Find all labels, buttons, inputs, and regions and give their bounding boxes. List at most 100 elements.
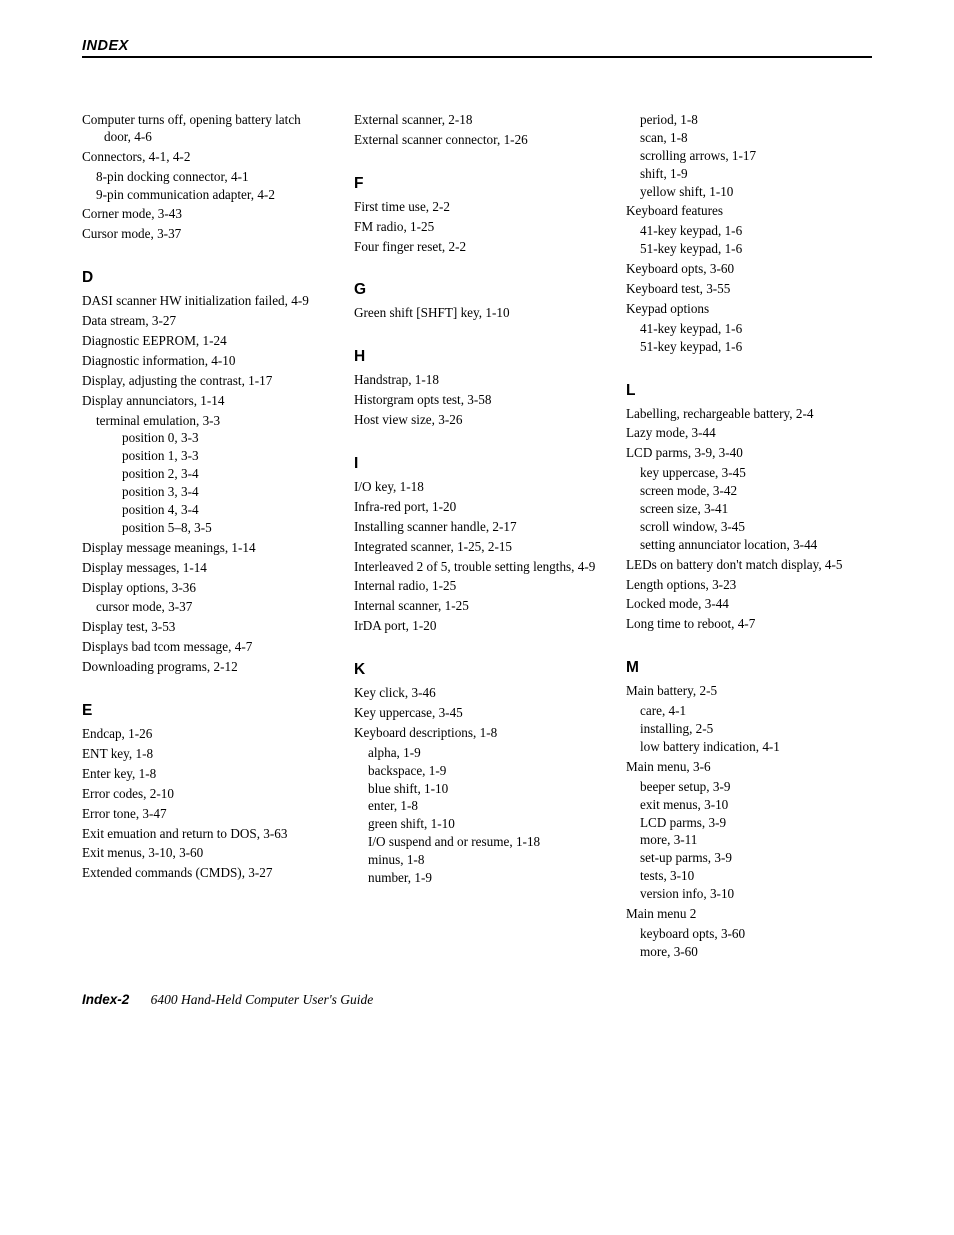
index-letter-heading: M bbox=[626, 659, 872, 677]
index-entry: low battery indication, 4-1 bbox=[626, 739, 872, 756]
index-entry: Handstrap, 1-18 bbox=[354, 372, 600, 389]
index-entry: backspace, 1-9 bbox=[354, 763, 600, 780]
index-entry: First time use, 2-2 bbox=[354, 199, 600, 216]
index-columns: Computer turns off, opening battery latc… bbox=[82, 112, 872, 962]
index-entry: Keyboard opts, 3-60 bbox=[626, 261, 872, 278]
index-entry: position 0, 3-3 bbox=[82, 430, 328, 447]
index-entry: Long time to reboot, 4-7 bbox=[626, 616, 872, 633]
index-entry: LCD parms, 3-9 bbox=[626, 815, 872, 832]
index-entry: more, 3-60 bbox=[626, 944, 872, 961]
index-entry: Endcap, 1-26 bbox=[82, 726, 328, 743]
index-entry: scan, 1-8 bbox=[626, 130, 872, 147]
index-entry: Internal radio, 1-25 bbox=[354, 578, 600, 595]
index-entry: yellow shift, 1-10 bbox=[626, 184, 872, 201]
index-entry: Computer turns off, opening battery latc… bbox=[82, 112, 328, 146]
index-entry: Display annunciators, 1-14 bbox=[82, 393, 328, 410]
index-letter-heading: K bbox=[354, 661, 600, 679]
index-entry: installing, 2-5 bbox=[626, 721, 872, 738]
index-entry: period, 1-8 bbox=[626, 112, 872, 129]
index-entry: Four finger reset, 2-2 bbox=[354, 239, 600, 256]
index-entry: Keyboard test, 3-55 bbox=[626, 281, 872, 298]
footer-page-number: Index-2 bbox=[82, 992, 129, 1007]
index-entry: Historgram opts test, 3-58 bbox=[354, 392, 600, 409]
index-entry: minus, 1-8 bbox=[354, 852, 600, 869]
index-entry: position 3, 3-4 bbox=[82, 484, 328, 501]
index-entry: Keyboard features bbox=[626, 203, 872, 220]
index-entry: 9-pin communication adapter, 4-2 bbox=[82, 187, 328, 204]
index-entry: Exit menus, 3-10, 3-60 bbox=[82, 845, 328, 862]
index-letter-heading: I bbox=[354, 455, 600, 473]
index-entry: Cursor mode, 3-37 bbox=[82, 226, 328, 243]
index-entry: I/O key, 1-18 bbox=[354, 479, 600, 496]
index-entry: Keyboard descriptions, 1-8 bbox=[354, 725, 600, 742]
index-letter-heading: F bbox=[354, 175, 600, 193]
index-entry: enter, 1-8 bbox=[354, 798, 600, 815]
index-entry: Display test, 3-53 bbox=[82, 619, 328, 636]
index-entry: green shift, 1-10 bbox=[354, 816, 600, 833]
index-entry: Length options, 3-23 bbox=[626, 577, 872, 594]
index-entry: Main battery, 2-5 bbox=[626, 683, 872, 700]
index-entry: Corner mode, 3-43 bbox=[82, 206, 328, 223]
index-entry: Installing scanner handle, 2-17 bbox=[354, 519, 600, 536]
index-entry: Display messages, 1-14 bbox=[82, 560, 328, 577]
index-entry: keyboard opts, 3-60 bbox=[626, 926, 872, 943]
index-entry: External scanner, 2-18 bbox=[354, 112, 600, 129]
index-entry: Downloading programs, 2-12 bbox=[82, 659, 328, 676]
index-entry: Key click, 3-46 bbox=[354, 685, 600, 702]
index-entry: Locked mode, 3-44 bbox=[626, 596, 872, 613]
index-entry: scroll window, 3-45 bbox=[626, 519, 872, 536]
index-entry: External scanner connector, 1-26 bbox=[354, 132, 600, 149]
index-entry: Exit emuation and return to DOS, 3-63 bbox=[82, 826, 328, 843]
index-entry: position 5–8, 3-5 bbox=[82, 520, 328, 537]
index-entry: Key uppercase, 3-45 bbox=[354, 705, 600, 722]
index-entry: Connectors, 4-1, 4-2 bbox=[82, 149, 328, 166]
index-entry: Diagnostic EEPROM, 1-24 bbox=[82, 333, 328, 350]
index-entry: 41-key keypad, 1-6 bbox=[626, 223, 872, 240]
index-entry: Green shift [SHFT] key, 1-10 bbox=[354, 305, 600, 322]
index-entry: Error codes, 2-10 bbox=[82, 786, 328, 803]
index-entry: screen size, 3-41 bbox=[626, 501, 872, 518]
header-title: INDEX bbox=[82, 38, 872, 54]
index-entry: Main menu, 3-6 bbox=[626, 759, 872, 776]
index-entry: DASI scanner HW initialization failed, 4… bbox=[82, 293, 328, 310]
index-entry: 8-pin docking connector, 4-1 bbox=[82, 169, 328, 186]
index-entry: Display options, 3-36 bbox=[82, 580, 328, 597]
index-entry: key uppercase, 3-45 bbox=[626, 465, 872, 482]
index-entry: Diagnostic information, 4-10 bbox=[82, 353, 328, 370]
index-entry: Labelling, rechargeable battery, 2-4 bbox=[626, 406, 872, 423]
index-entry: Infra-red port, 1-20 bbox=[354, 499, 600, 516]
index-entry: Keypad options bbox=[626, 301, 872, 318]
index-entry: blue shift, 1-10 bbox=[354, 781, 600, 798]
page-footer: Index-2 6400 Hand-Held Computer User's G… bbox=[82, 992, 872, 1008]
index-entry: cursor mode, 3-37 bbox=[82, 599, 328, 616]
index-entry: Data stream, 3-27 bbox=[82, 313, 328, 330]
index-column-3: period, 1-8scan, 1-8scrolling arrows, 1-… bbox=[626, 112, 872, 962]
index-entry: alpha, 1-9 bbox=[354, 745, 600, 762]
index-entry: LEDs on battery don't match display, 4-5 bbox=[626, 557, 872, 574]
index-entry: position 2, 3-4 bbox=[82, 466, 328, 483]
index-entry: screen mode, 3-42 bbox=[626, 483, 872, 500]
index-entry: Integrated scanner, 1-25, 2-15 bbox=[354, 539, 600, 556]
index-entry: Lazy mode, 3-44 bbox=[626, 425, 872, 442]
index-entry: shift, 1-9 bbox=[626, 166, 872, 183]
index-entry: LCD parms, 3-9, 3-40 bbox=[626, 445, 872, 462]
index-entry: Error tone, 3-47 bbox=[82, 806, 328, 823]
index-column-1: Computer turns off, opening battery latc… bbox=[82, 112, 328, 962]
index-entry: Enter key, 1-8 bbox=[82, 766, 328, 783]
index-entry: position 1, 3-3 bbox=[82, 448, 328, 465]
index-entry: scrolling arrows, 1-17 bbox=[626, 148, 872, 165]
index-entry: exit menus, 3-10 bbox=[626, 797, 872, 814]
index-letter-heading: D bbox=[82, 269, 328, 287]
index-entry: Main menu 2 bbox=[626, 906, 872, 923]
index-entry: 51-key keypad, 1-6 bbox=[626, 241, 872, 258]
index-entry: Internal scanner, 1-25 bbox=[354, 598, 600, 615]
footer-book-title: 6400 Hand-Held Computer User's Guide bbox=[151, 992, 374, 1007]
index-entry: 41-key keypad, 1-6 bbox=[626, 321, 872, 338]
index-entry: IrDA port, 1-20 bbox=[354, 618, 600, 635]
index-entry: setting annunciator location, 3-44 bbox=[626, 537, 872, 554]
index-entry: Extended commands (CMDS), 3-27 bbox=[82, 865, 328, 882]
index-entry: more, 3-11 bbox=[626, 832, 872, 849]
index-entry: beeper setup, 3-9 bbox=[626, 779, 872, 796]
index-entry: terminal emulation, 3-3 bbox=[82, 413, 328, 430]
index-entry: Display, adjusting the contrast, 1-17 bbox=[82, 373, 328, 390]
